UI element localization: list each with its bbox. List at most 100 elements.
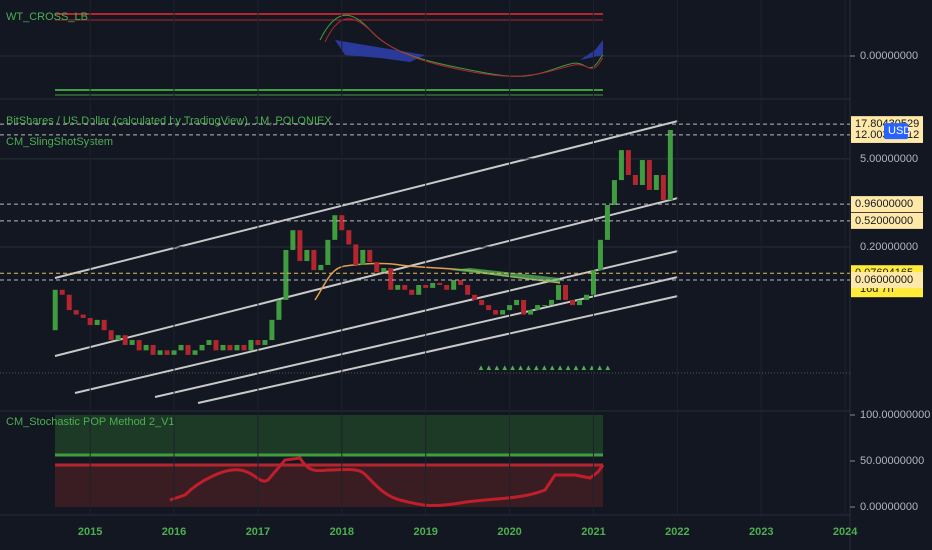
candle-body — [563, 285, 569, 300]
x-tick-label: 2015 — [78, 526, 102, 538]
candle-body — [625, 150, 631, 175]
candle-body — [192, 350, 198, 355]
candle-body — [395, 285, 401, 290]
candle-body — [514, 299, 520, 306]
candle-body — [360, 249, 366, 265]
candle-body — [451, 280, 457, 290]
candle-body — [528, 310, 534, 315]
candle-body — [646, 160, 652, 190]
x-tick-label: 2016 — [162, 526, 186, 538]
candle-body — [171, 350, 177, 355]
candle-body — [276, 299, 282, 320]
candle-body — [318, 264, 324, 271]
candle-body — [80, 314, 86, 318]
price-label: 0.96000000 — [855, 198, 913, 210]
candle-body — [374, 261, 380, 273]
candle-body — [618, 150, 624, 181]
candle-body — [157, 350, 163, 355]
candle-body — [269, 319, 275, 341]
candle-body — [472, 294, 478, 300]
candle-body — [576, 299, 582, 306]
candle-body — [108, 330, 114, 341]
candle-body — [667, 129, 673, 201]
candle-body — [590, 270, 596, 295]
candle-body — [486, 305, 492, 311]
channel-line — [74, 250, 679, 394]
candle-body — [255, 340, 261, 345]
candle-body — [262, 340, 268, 345]
candle-body — [325, 239, 331, 265]
candle-body — [535, 305, 541, 311]
price-label-box — [851, 212, 923, 229]
candle-body — [143, 344, 149, 351]
candle-body — [542, 305, 548, 307]
channel-line — [197, 295, 679, 404]
candle-body — [297, 230, 303, 262]
candle-body — [185, 344, 191, 355]
x-tick-label: 2020 — [497, 526, 521, 538]
y-tick-label: 5.00000000 — [860, 153, 918, 165]
wt-line — [324, 18, 604, 77]
candle-body — [423, 285, 429, 288]
candle-body — [632, 174, 638, 185]
x-tick-label: 2019 — [413, 526, 437, 538]
candle-body — [444, 285, 450, 290]
x-tick-label: 2022 — [665, 526, 689, 538]
price-label-box — [851, 272, 923, 289]
candle-body — [409, 289, 415, 295]
candle-body — [136, 340, 142, 351]
candle-body — [66, 294, 72, 311]
indicator-title: CM_SlingShotSystem — [6, 136, 113, 148]
y-tick-label: 0.20000000 — [860, 241, 918, 253]
candle-body — [199, 344, 205, 351]
panel-title: WT_CROSS_LB — [6, 11, 88, 23]
candle-body — [94, 319, 100, 326]
y-tick-label: 0.00000000 — [860, 50, 918, 62]
candle-body — [241, 344, 247, 351]
candle-body — [283, 249, 289, 300]
candle-body — [458, 280, 464, 286]
candle-body — [493, 310, 499, 315]
candle-body — [367, 249, 373, 262]
currency-box — [884, 123, 908, 140]
candle-body — [611, 180, 617, 205]
candle-body — [304, 249, 310, 262]
channel-line — [54, 120, 679, 279]
candle-body — [583, 294, 589, 300]
candle-body — [52, 289, 58, 331]
candle-body — [521, 299, 527, 315]
candle-body — [122, 335, 128, 345]
chart-title: BitShares / US Dollar (calculated by Tra… — [6, 115, 332, 127]
candle-body — [213, 340, 219, 351]
channel-lines — [54, 120, 679, 404]
candle-body — [234, 344, 240, 351]
candle-body — [101, 319, 107, 331]
candle-body — [479, 299, 485, 306]
candle-body — [220, 344, 226, 351]
candle-body — [430, 282, 436, 288]
candle-body — [381, 268, 387, 273]
candle-body — [227, 344, 233, 351]
candle-body — [150, 344, 156, 355]
candle-body — [597, 239, 603, 271]
candle-body — [164, 350, 170, 355]
candle-body — [73, 310, 79, 315]
candle-body — [332, 215, 338, 240]
candle-body — [87, 317, 93, 326]
x-tick-label: 2018 — [330, 526, 354, 538]
candle-body — [339, 215, 345, 231]
channel-line — [54, 197, 679, 357]
candle-body — [178, 344, 184, 351]
currency: USD — [888, 125, 911, 137]
y-tick-label: 50.00000000 — [860, 455, 924, 467]
channel-line — [154, 276, 679, 398]
candle-body — [59, 289, 65, 295]
candle-body — [660, 174, 666, 201]
candle-body — [500, 310, 506, 315]
candle-body — [129, 340, 135, 345]
x-tick-label: 2024 — [833, 526, 858, 538]
signal-markers: ▲▲▲▲▲▲▲▲▲▲▲▲▲▲▲▲▲ — [477, 363, 612, 372]
candle-body — [248, 340, 254, 351]
price-label: 0.06000000 — [855, 274, 913, 286]
